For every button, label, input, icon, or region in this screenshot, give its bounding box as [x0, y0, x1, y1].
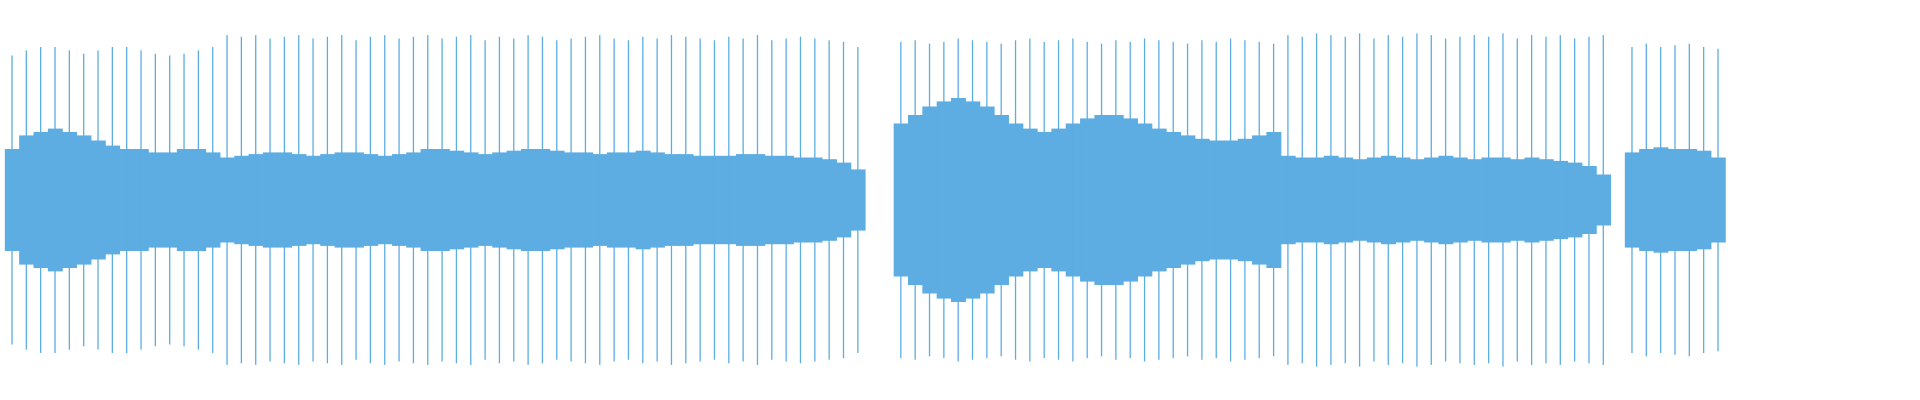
page: (() => { const data = JSON.parse(documen… — [4, 33, 1726, 367]
waveform — [4, 33, 1726, 367]
